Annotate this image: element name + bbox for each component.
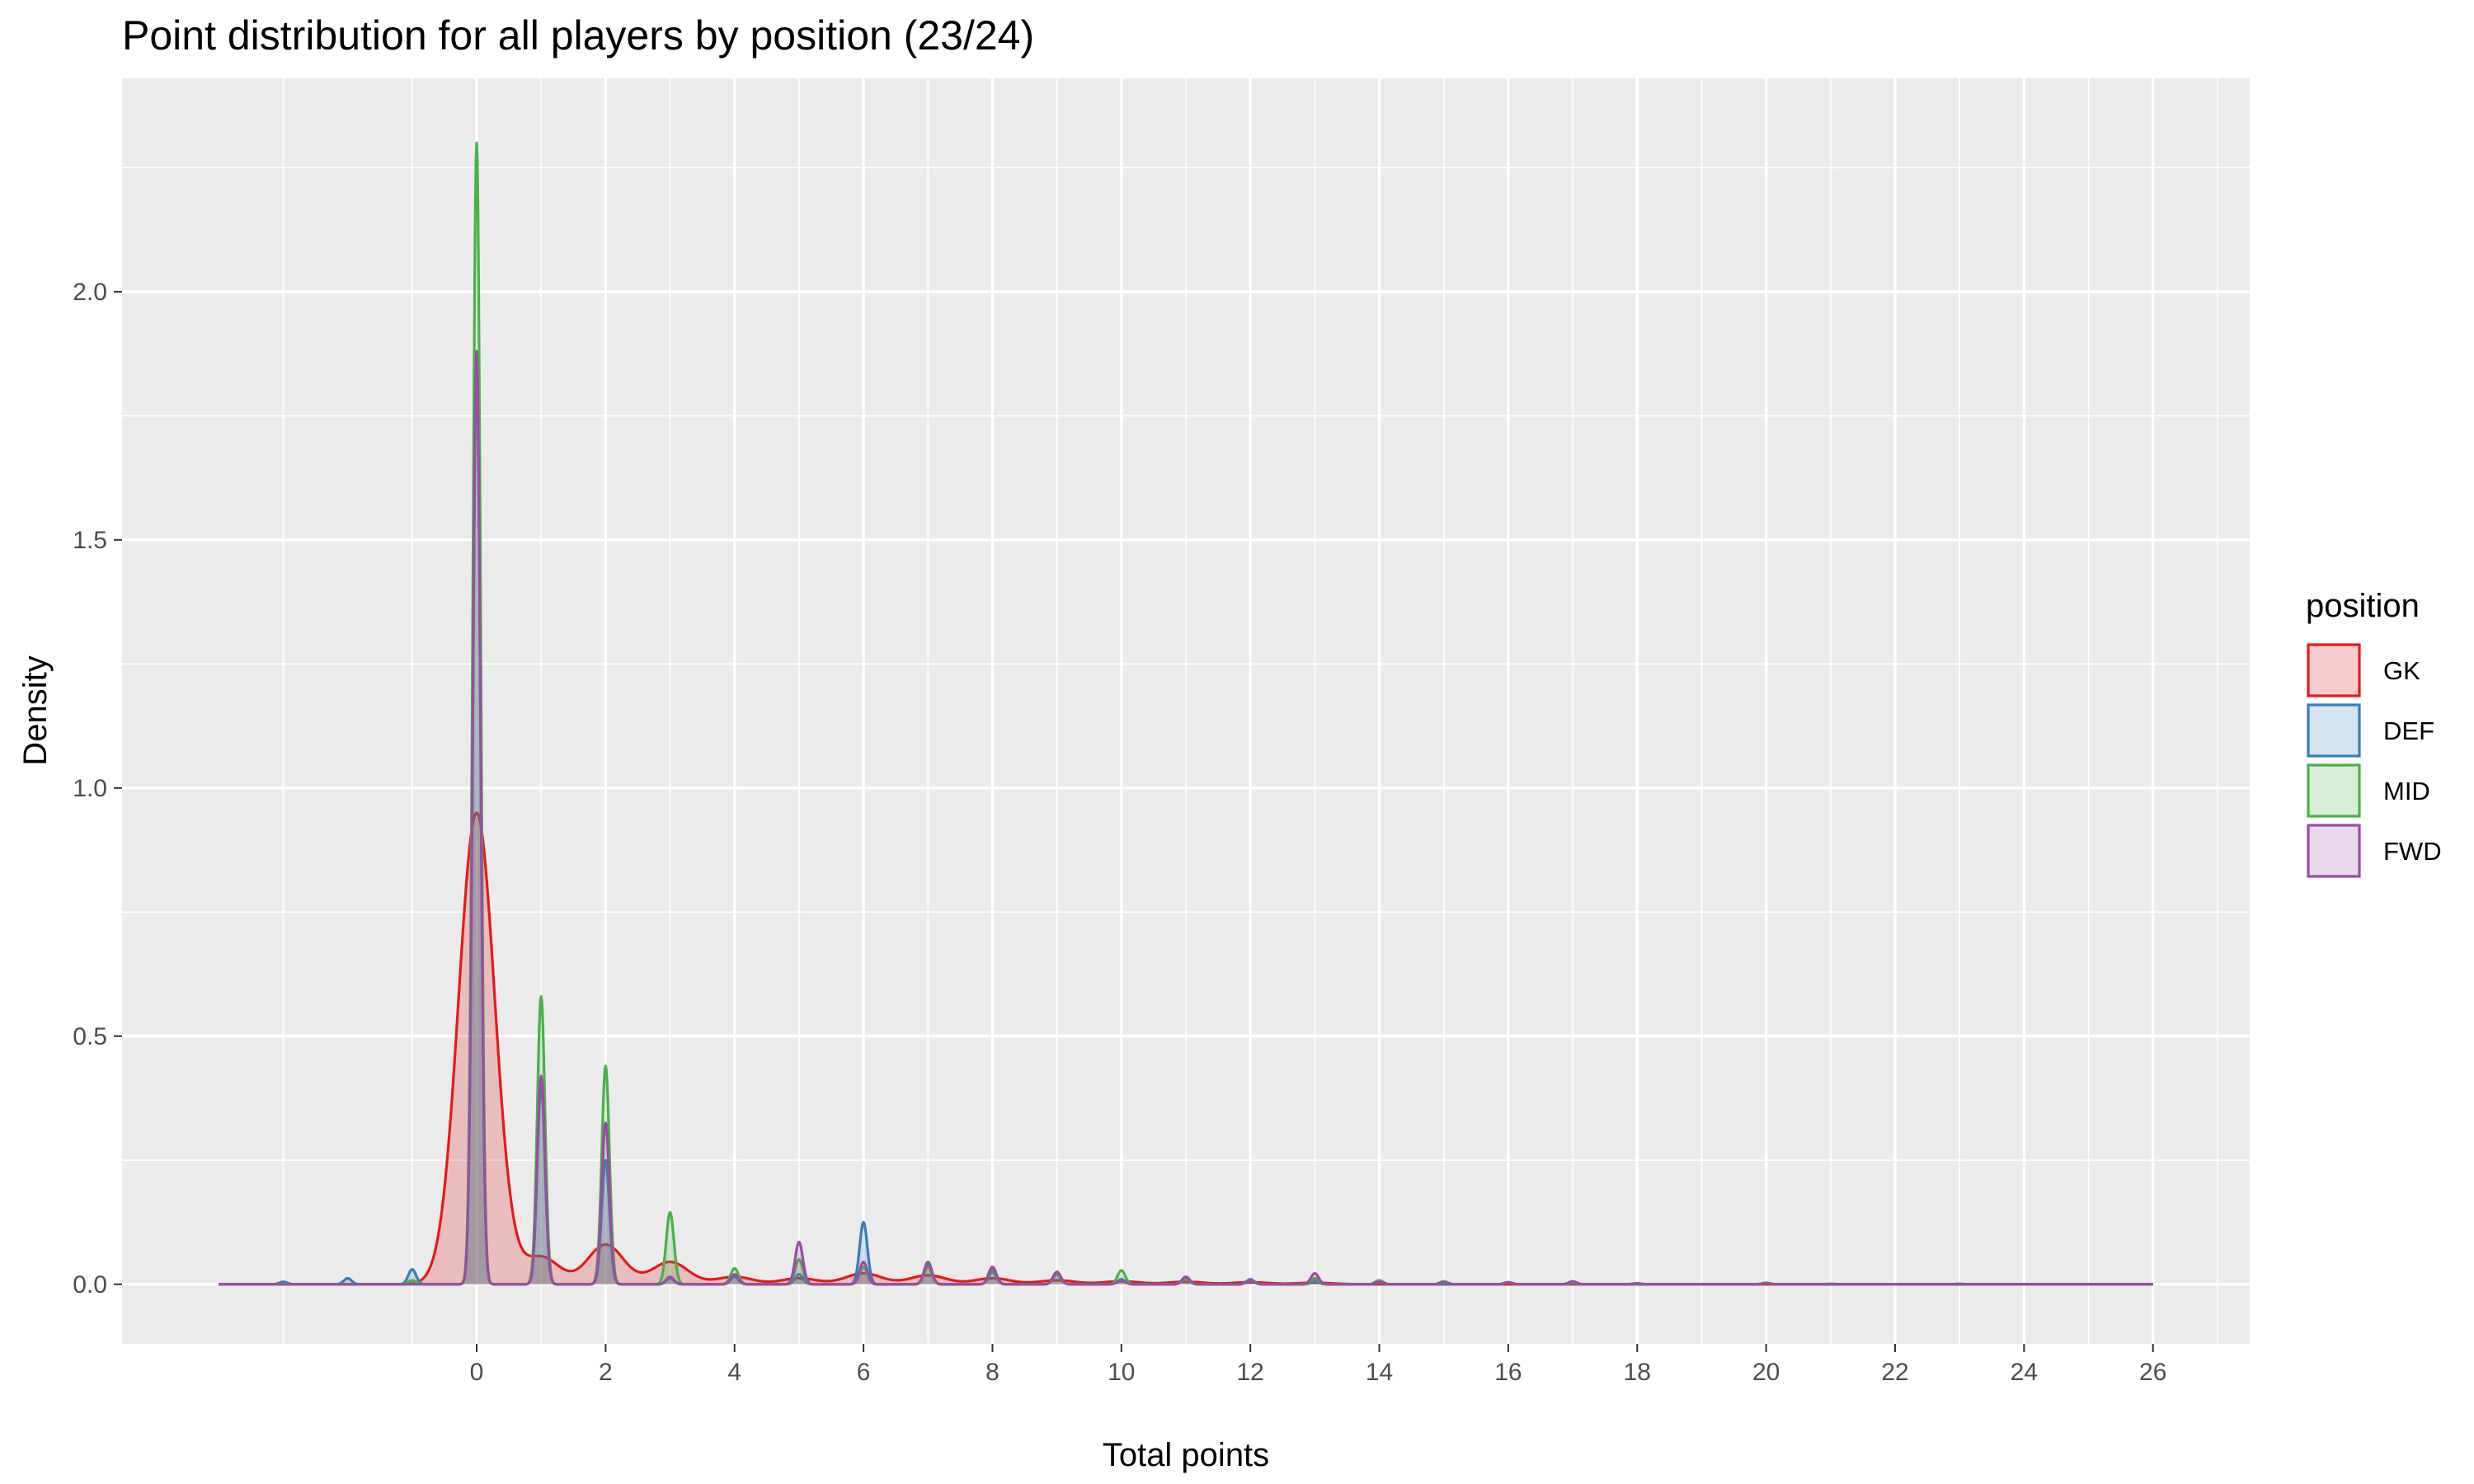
legend-item-def: DEF bbox=[2307, 703, 2434, 758]
x-tick-label: 20 bbox=[1752, 1359, 1780, 1386]
density-line-fwd bbox=[218, 350, 2154, 1286]
legend-item-mid: MID bbox=[2307, 763, 2430, 818]
x-tick-label: 22 bbox=[1881, 1359, 1908, 1386]
y-tick-label: 2.0 bbox=[73, 279, 107, 306]
legend-label-mid: MID bbox=[2383, 777, 2430, 805]
y-tick-label: 1.5 bbox=[73, 527, 107, 554]
legend-key-background bbox=[2307, 703, 2361, 758]
density-series bbox=[218, 141, 2154, 1286]
x-axis-ticks: 0 2 4 6 8 10 12 14 16 18 20 22 24 26 bbox=[470, 1344, 2166, 1386]
x-tick-label: 2 bbox=[599, 1359, 613, 1386]
legend-swatch-fwd bbox=[2307, 824, 2361, 878]
x-tick-label: 12 bbox=[1236, 1359, 1263, 1386]
legend-swatch-def bbox=[2307, 703, 2361, 758]
legend-label-gk: GK bbox=[2383, 656, 2420, 685]
x-tick-label: 26 bbox=[2139, 1359, 2166, 1386]
x-tick-label: 6 bbox=[857, 1359, 871, 1386]
x-tick-label: 4 bbox=[727, 1359, 741, 1386]
legend-key-background bbox=[2307, 643, 2361, 697]
x-tick-label: 24 bbox=[2011, 1359, 2038, 1386]
legend-title: position bbox=[2306, 588, 2420, 624]
x-tick-label: 14 bbox=[1366, 1359, 1393, 1386]
y-axis-ticks: 0.0 0.5 1.0 1.5 2.0 bbox=[73, 279, 122, 1298]
y-tick-label: 0.5 bbox=[73, 1023, 107, 1050]
x-tick-label: 16 bbox=[1494, 1359, 1522, 1386]
legend-swatch-gk bbox=[2307, 643, 2361, 697]
legend-swatch-mid bbox=[2307, 763, 2361, 818]
y-tick-label: 1.0 bbox=[73, 775, 107, 802]
chart-title: Point distribution for all players by po… bbox=[122, 12, 1035, 59]
legend-item-fwd: FWD bbox=[2307, 824, 2442, 878]
legend-label-fwd: FWD bbox=[2383, 837, 2442, 866]
y-tick-label: 0.0 bbox=[73, 1271, 107, 1298]
legend-key-background bbox=[2307, 824, 2361, 878]
x-tick-label: 10 bbox=[1108, 1359, 1135, 1386]
x-axis-title: Total points bbox=[1103, 1437, 1269, 1473]
major-gridlines bbox=[122, 78, 2250, 1344]
y-axis-title: Density bbox=[17, 655, 54, 765]
x-tick-label: 18 bbox=[1624, 1359, 1651, 1386]
legend-label-def: DEF bbox=[2383, 716, 2434, 745]
legend-key-background bbox=[2307, 763, 2361, 818]
x-tick-label: 8 bbox=[985, 1359, 999, 1386]
legend: position GK DEF MID FWD bbox=[2306, 588, 2442, 878]
legend-item-gk: GK bbox=[2307, 643, 2420, 697]
x-tick-label: 0 bbox=[470, 1359, 484, 1386]
